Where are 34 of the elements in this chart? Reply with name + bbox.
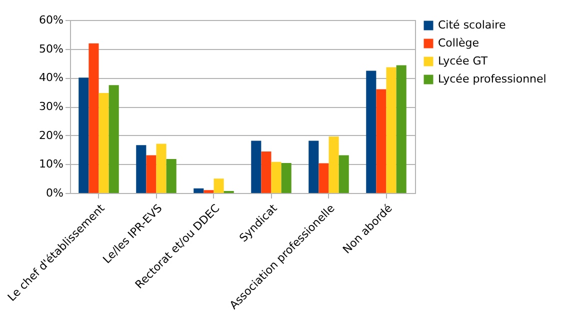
bar	[396, 65, 406, 193]
y-tick-label: 60%	[39, 14, 64, 26]
legend-label: Lycée professionnel	[438, 72, 546, 86]
bar	[271, 162, 282, 193]
bar	[136, 145, 146, 193]
y-tick-label: 40%	[39, 71, 64, 84]
bar	[308, 140, 319, 193]
y-tick-label: 50%	[39, 42, 64, 56]
bar	[98, 92, 109, 193]
legend-label: Cité scolaire	[438, 18, 506, 32]
y-tick-label: 20%	[39, 128, 64, 142]
bar	[318, 163, 329, 193]
y-tick-label: 30%	[39, 100, 64, 113]
bar	[366, 70, 376, 193]
bar	[328, 136, 339, 193]
bar	[214, 178, 224, 193]
bar	[78, 78, 89, 193]
y-tick-label: 10%	[39, 158, 64, 171]
bar	[386, 67, 396, 193]
bar	[88, 43, 99, 193]
bar	[166, 158, 176, 193]
bar	[338, 155, 349, 193]
bar	[251, 140, 262, 193]
bar	[194, 188, 204, 193]
legend-label: Collège	[438, 36, 480, 50]
bar	[204, 190, 214, 193]
y-tick-label: 0%	[46, 186, 64, 200]
bar	[281, 163, 292, 193]
legend-label: Lycée GT	[438, 54, 488, 68]
bar	[376, 89, 386, 193]
bar	[108, 85, 119, 193]
bar	[146, 155, 156, 193]
bar	[261, 151, 272, 193]
bar	[156, 144, 166, 193]
